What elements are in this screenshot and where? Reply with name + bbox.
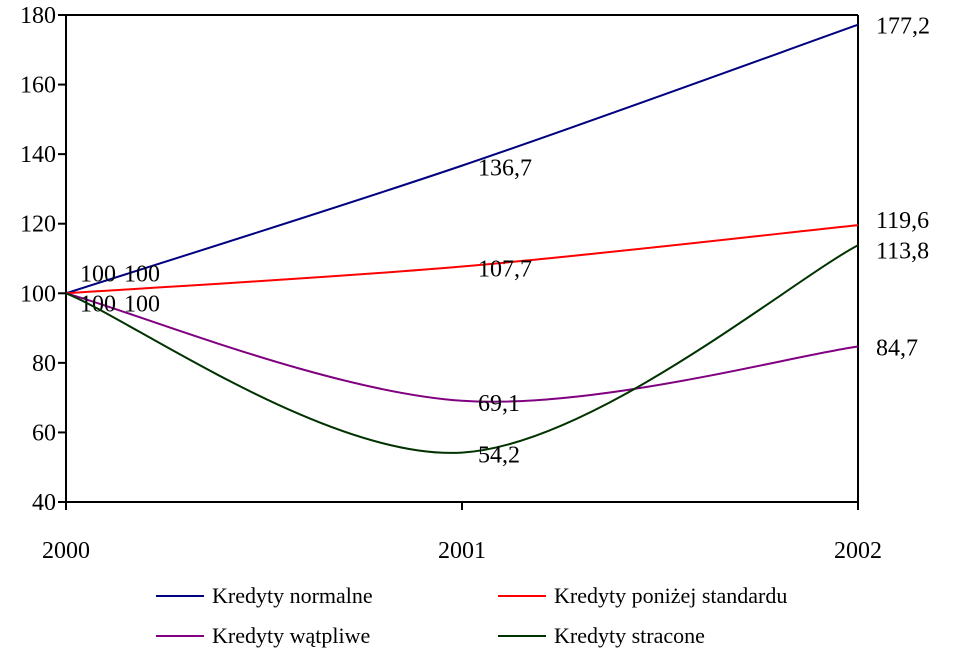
- y-tick-label: 40: [32, 490, 56, 516]
- data-label: 84,7: [876, 336, 918, 362]
- data-label: 69,1: [478, 391, 520, 417]
- series-line: [65, 224, 859, 295]
- legend-label: Kredyty wątpliwe: [212, 623, 371, 648]
- y-tick-label: 80: [32, 351, 56, 377]
- y-tick-label: 180: [20, 3, 56, 29]
- y-tick-label: 120: [20, 212, 56, 238]
- series-line: [65, 244, 859, 454]
- legend-swatch: [156, 635, 204, 637]
- y-tick-label: 60: [32, 420, 56, 446]
- y-tick-label: 140: [20, 142, 56, 168]
- x-tick-label: 2000: [42, 538, 90, 564]
- y-tick-label: 100: [20, 281, 56, 307]
- data-label: 100: [80, 291, 116, 317]
- data-label: 119,6: [876, 208, 929, 234]
- data-label: 113,8: [876, 238, 929, 264]
- data-label: 107,7: [478, 257, 532, 283]
- x-tick-label: 2002: [834, 538, 882, 564]
- series-line: [65, 23, 859, 295]
- legend-item: Kredyty stracone: [498, 621, 705, 651]
- legend-label: Kredyty poniżej standardu: [554, 583, 788, 608]
- data-label: 54,2: [478, 443, 520, 469]
- legend-item: Kredyty normalne: [156, 581, 373, 611]
- legend-label: Kredyty normalne: [212, 583, 373, 608]
- legend-swatch: [156, 595, 204, 597]
- legend-item: Kredyty wątpliwe: [156, 621, 370, 651]
- series-line: [65, 292, 859, 403]
- data-label: 100: [124, 261, 160, 287]
- legend-item: Kredyty poniżej standardu: [498, 581, 787, 611]
- data-label: 136,7: [478, 156, 532, 182]
- legend-swatch: [498, 595, 546, 597]
- legend-swatch: [498, 635, 546, 637]
- x-tick-label: 2001: [438, 538, 486, 564]
- y-tick-label: 160: [20, 73, 56, 99]
- data-label: 100: [124, 291, 160, 317]
- data-label: 177,2: [876, 14, 930, 40]
- data-label: 100: [80, 261, 116, 287]
- legend-label: Kredyty stracone: [554, 623, 705, 648]
